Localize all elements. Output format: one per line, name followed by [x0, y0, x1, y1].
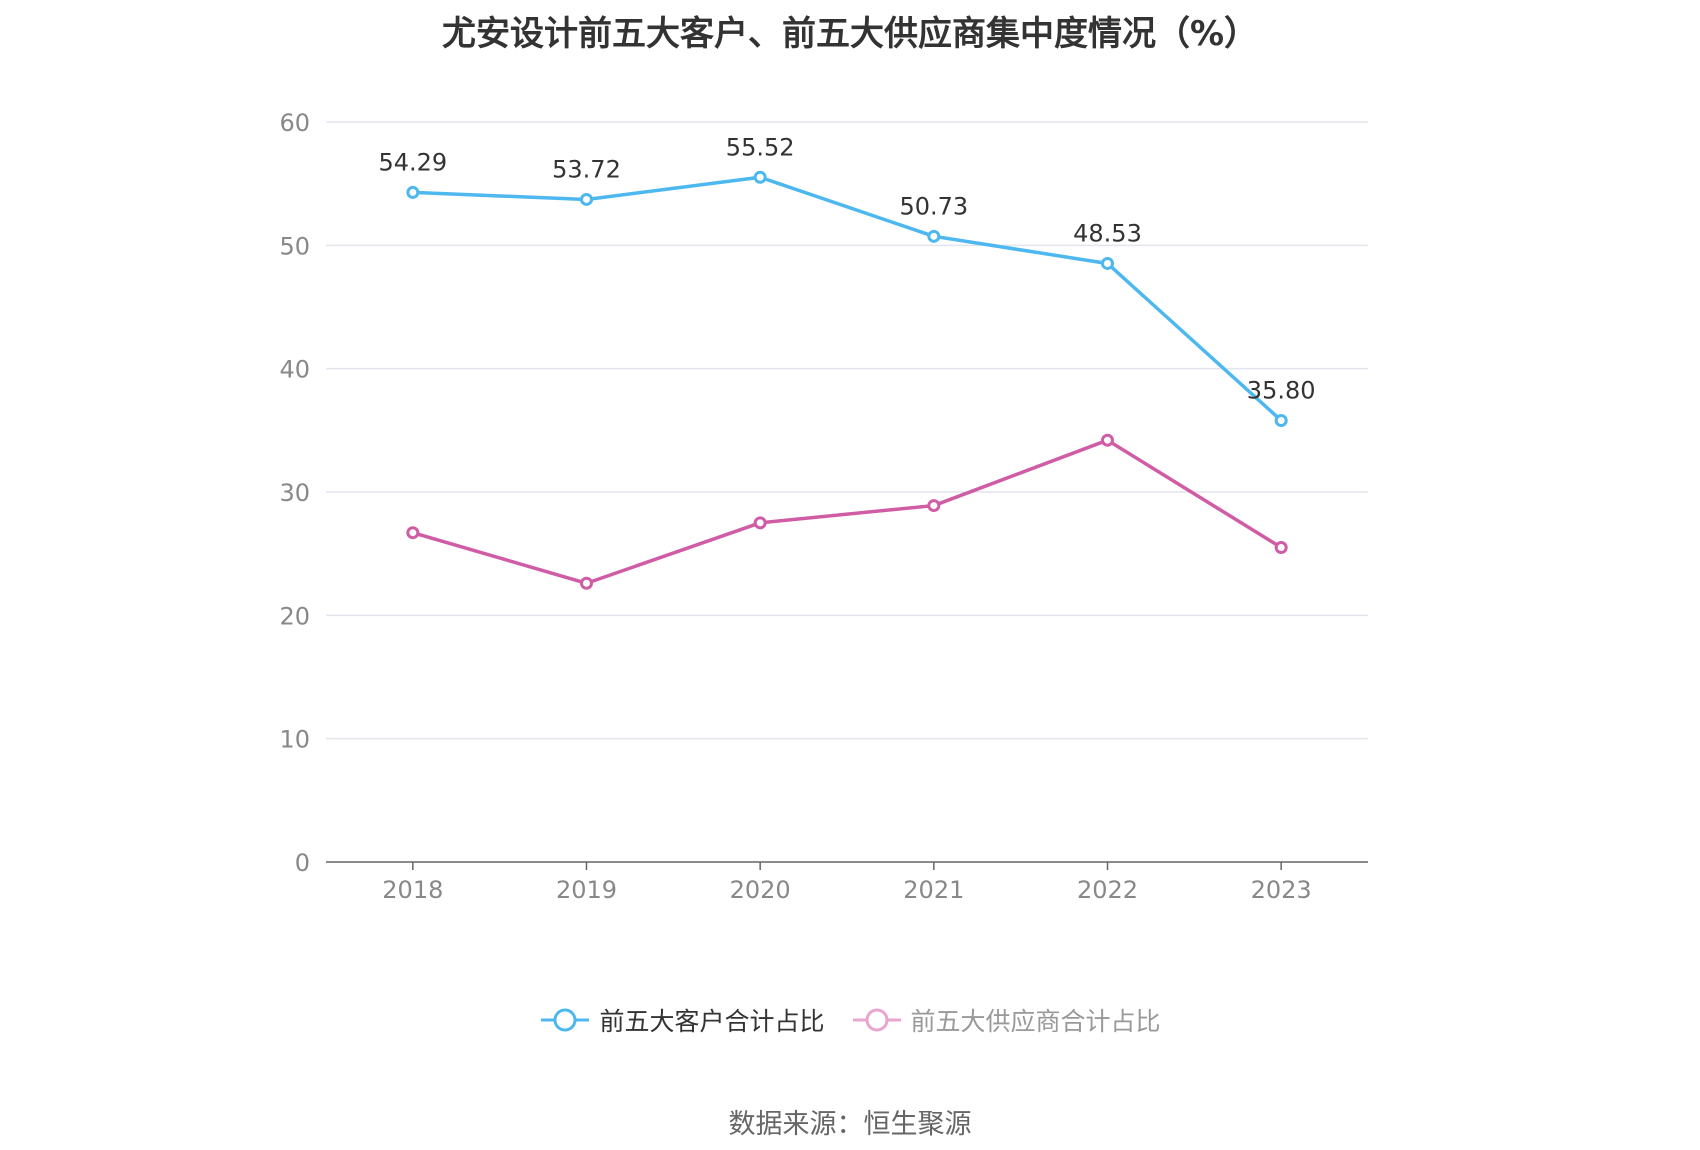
x-tick-label: 2018: [382, 876, 443, 904]
data-label: 48.53: [1073, 219, 1142, 247]
y-tick-label: 60: [279, 109, 310, 137]
data-label: 50.73: [899, 192, 968, 220]
data-labels: 54.29 53.72 55.52 50.73 48.53 35.80: [378, 133, 1315, 404]
line-chart: 0 10 20 30 40 50 60 2018 2019 2020 2021 2022 2023 54…: [279, 109, 1368, 904]
series-line-0: [412, 175, 1283, 422]
data-label: 53.72: [552, 155, 621, 183]
x-tick-label: 2021: [903, 876, 964, 904]
data-point: [406, 185, 420, 199]
legend-label-customers: 前五大客户合计占比: [599, 1007, 825, 1036]
data-point: [580, 192, 593, 206]
data-label: 35.80: [1247, 376, 1316, 404]
data-source: 数据来源：恒生聚源: [728, 1109, 972, 1140]
data-point: [753, 170, 767, 184]
y-tick-label: 40: [279, 356, 310, 384]
data-label: 55.52: [726, 133, 795, 161]
y-tick-label: 20: [279, 602, 310, 630]
data-point: [580, 576, 593, 590]
legend-item-suppliers[interactable]: 前五大供应商合计占比: [851, 1002, 1161, 1038]
legend-item-customers[interactable]: 前五大客户合计占比: [539, 1002, 825, 1038]
data-point: [406, 526, 420, 540]
axes: 0 10 20 30 40 50 60 2018 2019 2020 2021 2022 2023: [279, 109, 1368, 904]
legend: 前五大客户合计占比 前五大供应商合计占比: [0, 1002, 1700, 1038]
data-point: [753, 516, 767, 530]
x-tick-label: 2022: [1077, 876, 1138, 904]
data-label: 54.29: [378, 148, 447, 176]
y-tick-label: 0: [295, 849, 310, 877]
chart-title: 尤安设计前五大客户、前五大供应商集中度情况（%）: [441, 14, 1259, 54]
legend-label-suppliers: 前五大供应商合计占比: [910, 1007, 1161, 1036]
series-line-1: [412, 438, 1283, 586]
data-point: [1101, 433, 1114, 447]
x-tick-label: 2023: [1251, 876, 1312, 904]
legend-marker-customers-icon: [541, 1008, 590, 1032]
data-point: [927, 499, 941, 513]
y-tick-label: 30: [279, 479, 310, 507]
data-point: [1274, 413, 1288, 427]
y-tick-label: 10: [279, 726, 310, 754]
data-point: [1101, 256, 1114, 270]
data-point: [927, 229, 941, 243]
series-lines: [406, 170, 1288, 590]
legend-marker-suppliers-icon: [852, 1008, 901, 1032]
grid-lines: [326, 121, 1368, 740]
x-tick-label: 2019: [556, 876, 617, 904]
y-tick-label: 50: [279, 232, 310, 260]
data-point: [1274, 541, 1288, 554]
x-tick-label: 2020: [730, 876, 791, 904]
